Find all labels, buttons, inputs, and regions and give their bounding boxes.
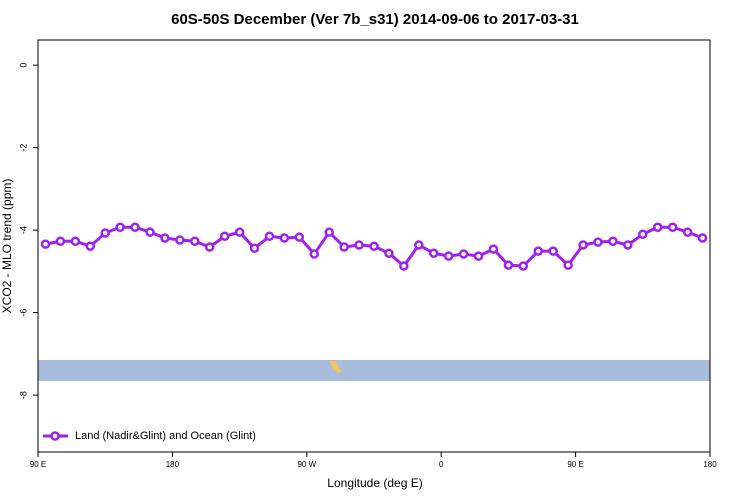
x-tick-label: 90 W [297, 460, 316, 469]
data-point [309, 249, 320, 259]
data-point [428, 248, 439, 258]
data-point [548, 246, 558, 256]
y-tick-label: -8 [18, 391, 28, 399]
data-point [40, 239, 51, 249]
x-tick-label: 180 [166, 460, 180, 469]
chart-title: 60S-50S December (Ver 7b_s31) 2014-09-06… [171, 11, 579, 28]
data-point [533, 246, 544, 256]
data-point [697, 233, 708, 243]
x-tick-label: 180 [703, 460, 717, 469]
data-point [279, 233, 290, 243]
x-tick-label: 90 E [567, 460, 583, 469]
y-tick-label: -2 [18, 144, 28, 152]
data-point [623, 240, 633, 250]
data-point [219, 231, 230, 242]
data-point [369, 241, 379, 251]
data-point [593, 237, 603, 247]
data-point [638, 229, 648, 239]
data-point [399, 261, 409, 271]
legend-label: Land (Nadir&Glint) and Ocean (Glint) [75, 430, 256, 442]
plot-frame [37, 39, 711, 453]
data-point [324, 227, 334, 237]
data-point [100, 228, 110, 238]
data-point [175, 235, 185, 245]
y-tick-label: 0 [18, 63, 28, 68]
data-point [85, 241, 96, 251]
data-point [608, 236, 618, 247]
x-axis-label: Longitude (deg E) [327, 476, 422, 490]
data-point [384, 248, 394, 258]
data-point [55, 236, 66, 247]
data-point [578, 240, 588, 250]
data-point [264, 231, 275, 242]
land-patch [330, 361, 342, 373]
data-point [190, 236, 200, 247]
data-point [70, 236, 81, 247]
data-point [145, 227, 155, 237]
data-point [518, 261, 529, 271]
ocean-band [38, 360, 710, 381]
data-point [473, 251, 484, 261]
data-point [682, 227, 693, 237]
data-point [443, 251, 454, 261]
x-tick-label: 90 E [30, 460, 46, 469]
data-point [563, 260, 573, 270]
data-point [249, 243, 260, 254]
data-point [160, 233, 170, 243]
data-point [115, 222, 125, 232]
x-tick-label: 0 [439, 460, 444, 469]
data-point [652, 222, 663, 232]
data-point [234, 227, 245, 237]
data-point [204, 242, 215, 252]
y-axis-label: XCO2 - MLO trend (ppm) [0, 179, 14, 314]
y-tick-label: -4 [18, 226, 28, 234]
legend-marker [50, 431, 60, 441]
data-point [294, 232, 305, 242]
data-point [503, 260, 514, 270]
data-point [354, 240, 364, 250]
data-point [414, 240, 424, 250]
y-tick-label: -6 [18, 309, 28, 317]
data-point [667, 222, 678, 232]
data-point [130, 222, 140, 232]
data-point [339, 242, 349, 252]
data-point [458, 249, 469, 259]
data-point [488, 244, 499, 254]
